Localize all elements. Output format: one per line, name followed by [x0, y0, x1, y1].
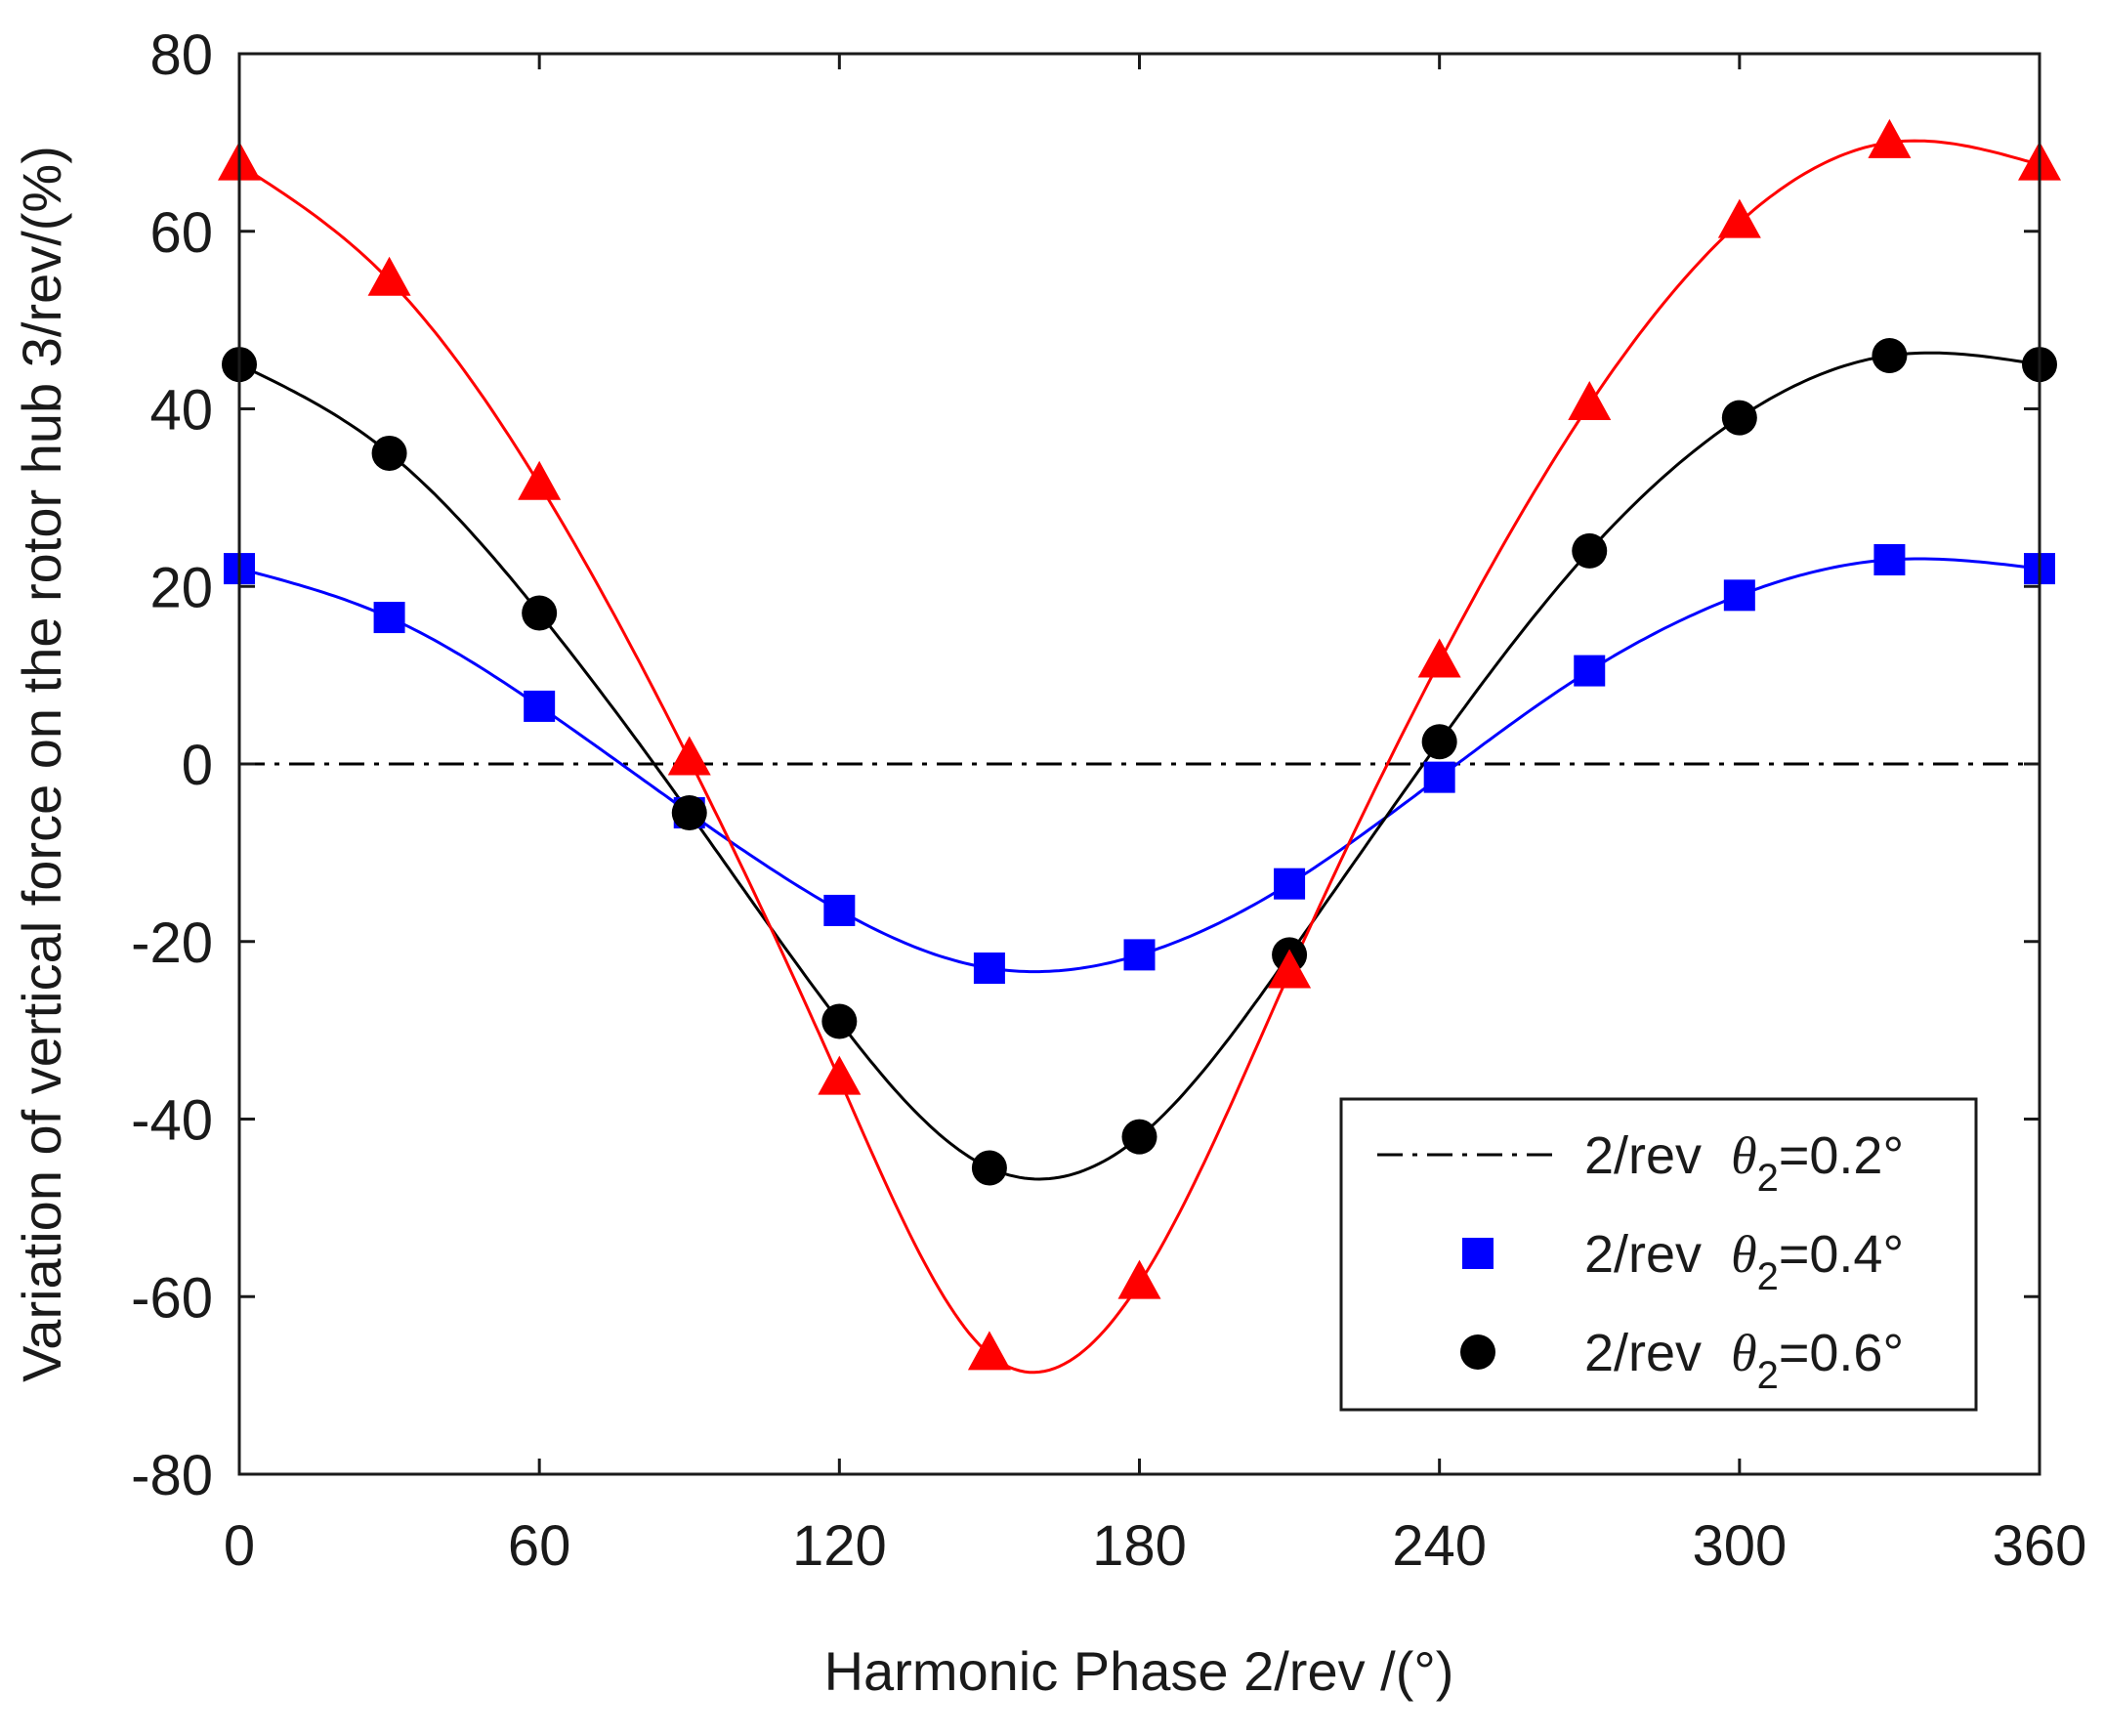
- circle-marker: [1572, 532, 1608, 569]
- y-tick-label: -40: [131, 1089, 213, 1153]
- circle-marker: [1121, 1119, 1157, 1155]
- legend: 2/rev θ2=0.2° 2/rev θ2=0.4° 2/rev θ2=0.6°: [1339, 1097, 1978, 1412]
- legend-box: [1339, 1097, 1978, 1412]
- triangle-marker: [1417, 638, 1461, 678]
- series-line-circle: [238, 351, 2041, 1181]
- axis-ticks: 0 60 120 180 240 300 360 80 60 40 20 0 -20 -40 -60 -80: [131, 23, 2086, 1578]
- x-axis-title: Harmonic Phase 2/rev /(°): [824, 1640, 1454, 1702]
- triangle-marker: [518, 460, 562, 500]
- triangle-marker: [1717, 198, 1761, 238]
- x-tick-label: 60: [508, 1514, 571, 1578]
- circle-marker: [1872, 337, 1908, 373]
- y-tick-label: 0: [182, 734, 213, 797]
- circle-marker: [971, 1150, 1007, 1186]
- y-tick-label: 80: [149, 23, 213, 87]
- square-marker: [524, 690, 556, 722]
- square-marker: [973, 953, 1005, 985]
- triangle-marker: [1868, 118, 1912, 158]
- legend-circle-marker: [1460, 1334, 1495, 1370]
- y-tick-label: 20: [149, 556, 213, 619]
- circle-marker: [1421, 724, 1457, 760]
- legend-label-dashdot: 2/rev θ2=0.2°: [1584, 1126, 1904, 1200]
- triangle-marker: [818, 1055, 862, 1095]
- circle-marker: [522, 595, 558, 631]
- y-axis-title: Variation of vertical force on the rotor…: [11, 146, 72, 1382]
- y-tick-label: -80: [131, 1444, 213, 1507]
- triangle-marker: [1268, 949, 1312, 989]
- y-tick-label: -60: [131, 1266, 213, 1330]
- circle-marker: [371, 435, 407, 471]
- legend-square-marker: [1462, 1238, 1494, 1269]
- x-tick-label: 0: [224, 1514, 255, 1578]
- circle-marker: [821, 1003, 858, 1039]
- square-marker: [373, 602, 405, 634]
- square-marker: [1123, 939, 1156, 971]
- x-tick-label: 180: [1092, 1514, 1187, 1578]
- triangle-marker: [967, 1331, 1011, 1371]
- x-tick-label: 240: [1392, 1514, 1487, 1578]
- circle-marker: [1721, 400, 1757, 436]
- x-tick-label: 120: [792, 1514, 887, 1578]
- square-marker: [1423, 761, 1455, 793]
- y-tick-label: 40: [149, 379, 213, 443]
- square-marker: [1574, 655, 1606, 687]
- square-marker: [823, 894, 856, 926]
- y-tick-label: -20: [131, 911, 213, 975]
- square-marker: [1723, 579, 1755, 612]
- data-markers: [218, 118, 2061, 1371]
- circle-marker: [671, 794, 707, 830]
- triangle-marker: [667, 736, 711, 776]
- triangle-marker: [1568, 380, 1612, 420]
- square-marker: [1274, 868, 1306, 900]
- legend-label-square: 2/rev θ2=0.4°: [1584, 1225, 1904, 1298]
- triangle-marker: [367, 256, 411, 296]
- square-marker: [1873, 543, 1906, 575]
- x-tick-label: 300: [1692, 1514, 1787, 1578]
- legend-label-circle: 2/rev θ2=0.6°: [1584, 1324, 1904, 1397]
- y-tick-label: 60: [149, 201, 213, 265]
- x-tick-label: 360: [1993, 1514, 2087, 1578]
- triangle-marker: [1117, 1259, 1161, 1299]
